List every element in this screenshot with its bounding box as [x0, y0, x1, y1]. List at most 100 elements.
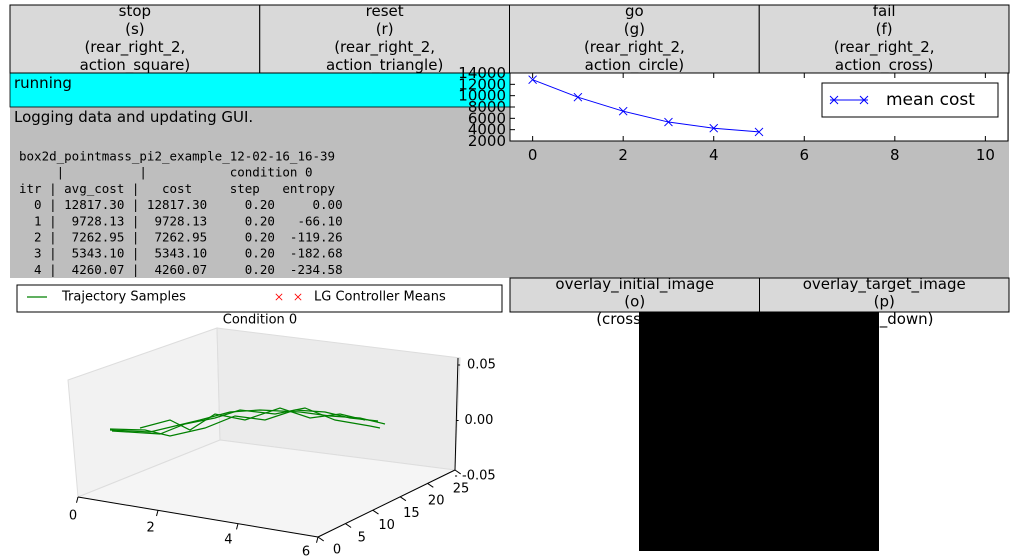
- plot3d-legend: [16, 284, 503, 313]
- y-tick-label: 12000: [458, 75, 506, 93]
- marker: [618, 106, 628, 116]
- y-tick-label: 8000: [468, 98, 506, 116]
- message: Logging data and updating GUI.: [14, 108, 253, 126]
- button-bg: [259, 4, 510, 74]
- button-bg: [9, 4, 261, 74]
- tick-label: 0.05: [467, 358, 496, 373]
- button-label: action_cross): [835, 56, 933, 75]
- tick-label: 0: [333, 543, 341, 557]
- log-line: itr | avg_cost | cost step entropy: [19, 181, 336, 196]
- log-line: box2d_pointmass_pi2_example_12-02-16_16-…: [19, 149, 335, 164]
- button-label: (rear_right_2,: [584, 38, 685, 57]
- tick-label: 0: [69, 509, 77, 524]
- tick-label: 10: [378, 518, 395, 533]
- tick: [399, 496, 407, 502]
- button[interactable]: stop(s)(rear_right_2,action_square): [9, 2, 261, 75]
- tick-label: 6: [302, 545, 310, 557]
- log-line: 2 | 7262.95 | 7262.95 0.20 -119.26: [19, 230, 343, 245]
- log-line: 4 | 4260.07 | 4260.07 0.20 -234.58: [19, 262, 343, 277]
- button-label: fail: [873, 2, 896, 20]
- tick-label: 0.00: [465, 413, 494, 428]
- marker: [573, 92, 583, 102]
- button[interactable]: reset(r)(rear_right_2,action_triangle): [259, 2, 510, 75]
- tick: [236, 523, 239, 530]
- legend-marker: [294, 293, 302, 301]
- log-line: 3 | 5343.10 | 5343.10 0.20 -182.68: [19, 246, 343, 261]
- status-box: [9, 72, 511, 108]
- legend-label: Trajectory Samples: [61, 290, 186, 305]
- x-tick-label: 8: [890, 146, 900, 164]
- tick-label: 4: [224, 533, 232, 548]
- plot3d-title: Condition 0: [223, 313, 297, 328]
- button-label: (o): [624, 293, 645, 311]
- button-bg: [509, 277, 760, 313]
- button-label: (f): [876, 20, 893, 38]
- button-label: stop: [119, 2, 151, 20]
- tick: [427, 482, 434, 488]
- tick-label: 25: [453, 482, 470, 497]
- status: running: [14, 74, 72, 92]
- tick-label: 20: [428, 494, 445, 509]
- line: [532, 79, 760, 133]
- button[interactable]: fail(f)(rear_right_2,action_cross): [758, 2, 1010, 75]
- button-label: (g): [624, 20, 645, 38]
- image-view: [639, 312, 879, 551]
- button-label: overlay_initial_image: [555, 275, 714, 294]
- tick: [345, 523, 352, 528]
- trajectory-samples: [109, 407, 386, 437]
- legend-label: LG Controller Means: [314, 290, 446, 305]
- button-label: (r): [376, 20, 394, 38]
- button-label: (rear_right_2,: [834, 38, 935, 57]
- legend-marker: [275, 293, 283, 301]
- button-label: (s): [125, 20, 145, 38]
- button-label: reset: [366, 2, 404, 20]
- y-tick-label: 6000: [468, 109, 506, 127]
- x-tick-label: 10: [976, 146, 995, 164]
- marker: [664, 117, 673, 127]
- button[interactable]: overlay_initial_image(o)(cross_up): [509, 275, 760, 329]
- button-label: action_square): [80, 56, 191, 75]
- log-line: 0 | 12817.30 | 12817.30 0.20 0.00: [19, 197, 343, 212]
- tick: [372, 509, 379, 515]
- y-tick-label: 4000: [468, 121, 506, 139]
- button-label: (rear_right_2,: [334, 38, 435, 57]
- tick: [316, 536, 319, 543]
- legend-marker: [859, 95, 869, 105]
- tick-label: 5: [358, 530, 366, 545]
- y-tick-label: 2000: [468, 132, 506, 150]
- legend-label: mean cost: [886, 90, 975, 110]
- log-line: 1 | 9728.13 | 9728.13 0.20 -66.10: [19, 213, 343, 228]
- tick: [454, 469, 461, 475]
- log-line: | | condition 0: [19, 165, 313, 180]
- x-tick-label: 0: [528, 146, 538, 164]
- marker: [754, 127, 764, 137]
- y-tick-label: 10000: [458, 87, 506, 105]
- tick: [156, 510, 159, 517]
- x-tick-label: 2: [618, 146, 628, 164]
- button[interactable]: overlay_target_image(p)(cross_down): [759, 275, 1010, 329]
- marker: [709, 123, 719, 133]
- button-label: go: [625, 2, 644, 20]
- tick: [76, 496, 79, 503]
- button-label: (p): [874, 293, 895, 311]
- button-bg: [509, 4, 760, 74]
- x-tick-label: 4: [709, 146, 719, 164]
- button-bg: [759, 277, 1010, 313]
- button-label: action_triangle): [326, 56, 443, 75]
- button-bg: [758, 4, 1010, 74]
- tick-label: -0.05: [462, 469, 496, 484]
- legend-marker: [829, 95, 839, 105]
- x-tick-label: 6: [799, 146, 809, 164]
- button-label: (rear_right_2,: [84, 38, 185, 57]
- marker: [528, 75, 537, 85]
- tick-label: 15: [403, 506, 420, 521]
- button-label: action_circle): [585, 56, 684, 75]
- tick: [317, 536, 324, 542]
- y-tick-label: 14000: [458, 64, 506, 82]
- plot3d-panes: [67, 327, 461, 538]
- tick-label: 2: [147, 521, 155, 536]
- button[interactable]: go(g)(rear_right_2,action_circle): [509, 2, 760, 75]
- button-label: overlay_target_image: [803, 275, 966, 294]
